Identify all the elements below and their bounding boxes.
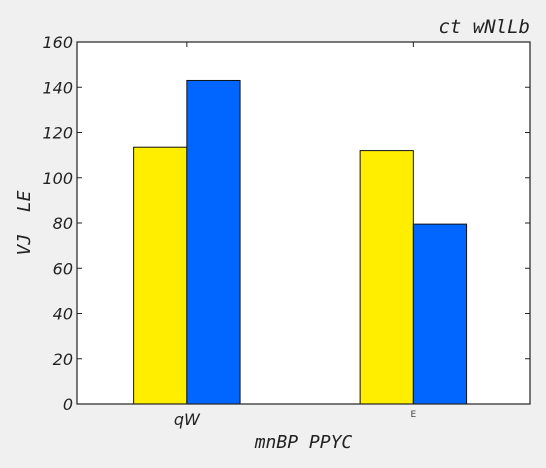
y-tick-label: 40 <box>53 305 73 324</box>
bar <box>186 79 241 405</box>
bar <box>412 223 468 405</box>
y-tick-label: 20 <box>53 350 73 369</box>
x-axis-label: mnBP PPYC <box>254 432 353 453</box>
y-tick-label: 60 <box>53 259 73 278</box>
y-tick-label: 160 <box>42 33 73 52</box>
y-tick-label: 80 <box>53 214 73 233</box>
y-tick-label: 120 <box>42 124 73 143</box>
bar <box>133 146 188 405</box>
chart-title: ct wNlLb <box>438 16 530 38</box>
bar <box>359 150 414 405</box>
y-tick-label: 0 <box>63 395 73 414</box>
y-axis-ticks: 0 20 40 60 80 100 120 140 160 <box>42 33 530 414</box>
bars <box>133 79 468 405</box>
y-tick-label: 140 <box>42 78 73 97</box>
y-axis-label: VJ LE <box>14 190 35 255</box>
x-tick-label: qW <box>174 410 201 429</box>
y-tick-label: 100 <box>42 169 73 188</box>
x-axis-ticks: qW E <box>174 42 417 429</box>
x-tick-label: E <box>411 410 417 420</box>
